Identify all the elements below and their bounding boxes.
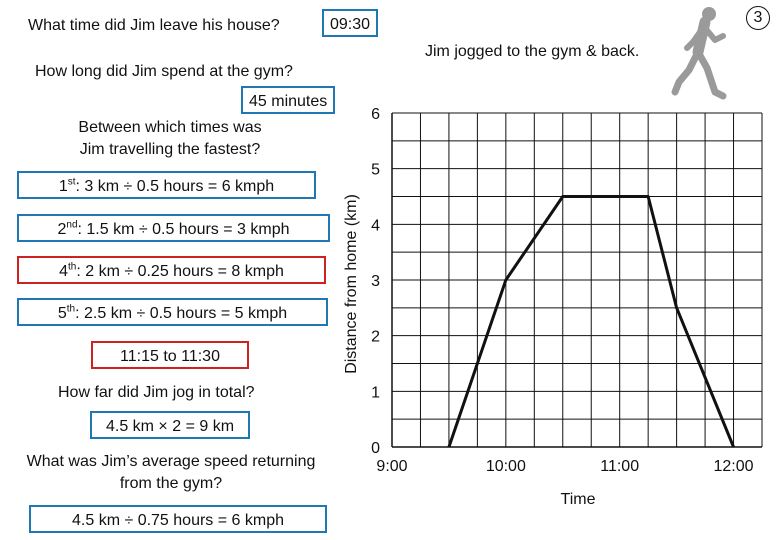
x-tick-label: 9:00 [376,458,407,475]
q3-question-line2: Jim travelling the fastest? [79,141,261,158]
leg-ordinal-suffix: nd [66,219,78,231]
leg-1-speed-box: 1st: 3 km ÷ 0.5 hours = 6 kmph [17,171,316,199]
leg-calculation: : 2.5 km ÷ 0.5 hours = 5 kmph [75,305,288,322]
y-axis-title: Distance from home (km) [343,194,360,374]
x-tick-label: 12:00 [714,458,754,475]
q3-answer-box: 11:15 to 11:30 [91,341,249,369]
y-tick-label: 4 [371,217,380,234]
runner-silhouette-icon [665,4,735,104]
q5-question-line2: from the gym? [119,475,223,492]
leg-ordinal: 2 [57,221,67,238]
leg-2-speed-box: 2nd: 1.5 km ÷ 0.5 hours = 3 kmph [17,214,330,242]
y-tick-label: 0 [371,440,380,457]
q2-question: How long did Jim spend at the gym? [35,63,293,80]
leg-ordinal-suffix: st [67,176,76,188]
question-number-badge: 3 [746,6,770,30]
leg-5-speed-box: 5th: 2.5 km ÷ 0.5 hours = 5 kmph [17,298,328,326]
x-axis-title: Time [561,491,596,508]
q3-question-line1: Between which times was [78,119,262,136]
x-tick-label: 11:00 [600,458,639,475]
q4-question: How far did Jim jog in total? [58,384,255,401]
y-tick-label: 1 [371,384,380,401]
leg-ordinal: 4 [59,263,68,280]
y-tick-label: 3 [371,273,380,290]
leg-ordinal-suffix: th [66,303,76,315]
chart-caption: Jim jogged to the gym & back. [425,43,640,60]
y-tick-label: 2 [371,329,380,346]
journey-line [447,195,735,448]
q2-answer-box: 45 minutes [241,86,336,114]
q1-question: What time did Jim leave his house? [28,17,280,34]
leg-calculation: : 3 km ÷ 0.5 hours = 6 kmph [75,178,275,195]
leg-4-speed-box: 4th: 2 km ÷ 0.25 hours = 8 kmph [17,256,326,284]
q4-answer-box: 4.5 km × 2 = 9 km [90,411,250,439]
q5-answer-box: 4.5 km ÷ 0.75 hours = 6 kmph [29,505,327,533]
leg-calculation: : 1.5 km ÷ 0.5 hours = 3 kmph [77,221,290,238]
leg-ordinal: 5 [57,305,67,322]
leg-ordinal: 1 [58,178,68,195]
x-tick-label: 10:00 [486,458,526,475]
y-tick-label: 6 [371,106,380,123]
y-tick-label: 5 [371,162,380,179]
q5-question-line1: What was Jim’s average speed returning [26,453,316,470]
leg-ordinal-suffix: th [68,261,77,273]
q1-answer-box: 09:30 [322,9,379,37]
leg-calculation: : 2 km ÷ 0.25 hours = 8 kmph [76,263,284,280]
